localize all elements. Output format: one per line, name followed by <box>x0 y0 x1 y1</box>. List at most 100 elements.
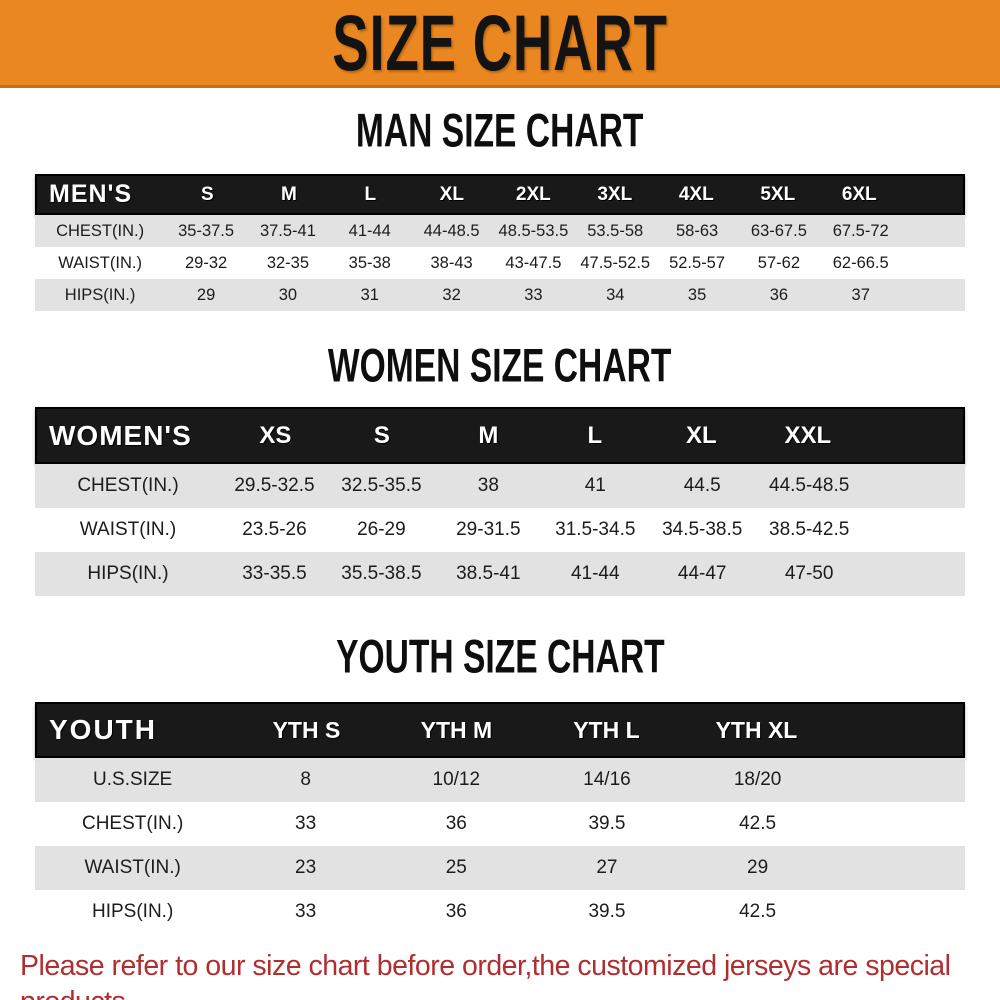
size-column-header: YTH XL <box>715 716 798 743</box>
measurement-value: 41-44 <box>570 563 620 584</box>
size-column-header: 4XL <box>678 183 714 205</box>
row-label: CHEST(IN.) <box>81 813 184 834</box>
measurement-value: 31.5-34.5 <box>555 519 636 540</box>
measurement-value: 43-47.5 <box>505 253 562 272</box>
table-body: U.S.SIZE 8 10/12 14/16 18/20 CHEST(IN.) 33 36 39… <box>35 758 965 934</box>
table-header-row: MEN'S S M L XL 2XL 3XL 4XL 5XL 6XL <box>35 174 965 215</box>
size-column-header: L <box>587 421 603 449</box>
table-header-row: YOUTH YTH S YTH M YTH L YTH XL <box>35 702 965 758</box>
table-row: CHEST(IN.) 35-37.5 37.5-41 41-44 44-48.5 48.5… <box>35 215 965 247</box>
row-label: CHEST(IN.) <box>77 475 179 496</box>
row-label: HIPS(IN.) <box>92 901 174 922</box>
measurement-value: 31 <box>360 285 379 304</box>
measurement-value: 62-66.5 <box>832 253 889 272</box>
measurement-value: 47.5-52.5 <box>580 253 651 272</box>
size-column-header: M <box>280 183 297 205</box>
measurement-value: 44.5 <box>683 475 721 496</box>
measurement-value: 58-63 <box>675 221 719 240</box>
measurement-value: 35.5-38.5 <box>341 563 422 584</box>
measurement-value: 27 <box>596 857 618 878</box>
measurement-value: 42.5 <box>739 901 777 922</box>
table-group-label: MEN'S <box>49 180 133 208</box>
youth-size-table: YOUTH YTH S YTH M YTH L YTH XL U.S.SIZE 8 10/12… <box>35 702 965 934</box>
measurement-value: 35-37.5 <box>178 221 235 240</box>
size-column-header: 6XL <box>841 183 877 205</box>
measurement-value: 32-35 <box>266 253 310 272</box>
row-label: WAIST(IN.) <box>79 519 177 540</box>
measurement-value: 32.5-35.5 <box>341 475 422 496</box>
measurement-value: 29-31.5 <box>456 519 521 540</box>
table-row: HIPS(IN.) 29 30 31 32 33 34 35 36 37 <box>35 279 965 311</box>
measurement-value: 36 <box>769 285 789 304</box>
size-column-header: YTH M <box>420 716 493 743</box>
measurement-value: 44-48.5 <box>423 221 480 240</box>
table-row: U.S.SIZE 8 10/12 14/16 18/20 <box>35 758 965 802</box>
size-column-header: S <box>201 183 214 205</box>
measurement-value: 30 <box>278 285 298 304</box>
measurement-value: 48.5-53.5 <box>498 221 569 240</box>
table-group-label: WOMEN'S <box>49 419 192 451</box>
row-label: WAIST(IN.) <box>84 857 181 878</box>
size-column-header: XL <box>439 183 464 205</box>
measurement-value: 38-43 <box>430 253 473 272</box>
measurement-value: 39.5 <box>588 813 626 834</box>
row-label: U.S.SIZE <box>93 769 173 790</box>
measurement-value: 35-38 <box>348 253 391 272</box>
measurement-value: 33 <box>295 901 317 922</box>
row-label: CHEST(IN.) <box>56 221 145 240</box>
women-section-heading: WOMEN SIZE CHART <box>0 342 1000 389</box>
size-column-header: XS <box>259 421 292 449</box>
row-label: WAIST(IN.) <box>58 253 142 272</box>
size-column-header: 3XL <box>597 183 633 205</box>
table-row: HIPS(IN.) 33 36 39.5 42.5 <box>35 890 965 934</box>
women-size-table: WOMEN'S XS S M L XL XXL CHEST(IN.) 29.5-32.5 32.5… <box>35 407 965 596</box>
measurement-value: 35 <box>687 285 707 304</box>
measurement-value: 26-29 <box>357 519 406 540</box>
measurement-value: 47-50 <box>784 563 834 584</box>
disclaimer-line-1: Please refer to our size chart before or… <box>20 950 951 1000</box>
row-label: HIPS(IN.) <box>87 563 169 584</box>
size-column-header: 2XL <box>515 183 551 205</box>
banner-title: SIZE CHART <box>332 0 668 87</box>
table-row: CHEST(IN.) 29.5-32.5 32.5-35.5 38 41 44.5 44.5… <box>35 464 965 508</box>
measurement-value: 36 <box>445 901 467 922</box>
measurement-value: 57-62 <box>757 253 800 272</box>
measurement-value: 53.5-58 <box>587 221 644 240</box>
measurement-value: 23.5-26 <box>242 519 307 540</box>
measurement-value: 37 <box>851 285 870 304</box>
measurement-value: 63-67.5 <box>750 221 807 240</box>
measurement-value: 23 <box>295 857 317 878</box>
youth-section-heading-text: YOUTH SIZE CHART <box>335 630 665 683</box>
measurement-value: 37.5-41 <box>259 221 316 240</box>
measurement-value: 67.5-72 <box>832 221 889 240</box>
table-row: WAIST(IN.) 23 25 27 29 <box>35 846 965 890</box>
measurement-value: 8 <box>300 769 311 790</box>
measurement-value: 41 <box>584 475 606 496</box>
table-row: CHEST(IN.) 33 36 39.5 42.5 <box>35 802 965 846</box>
size-column-header: M <box>478 421 499 449</box>
measurement-value: 29.5-32.5 <box>234 475 315 496</box>
size-column-header: XL <box>686 421 717 449</box>
measurement-value: 39.5 <box>588 901 626 922</box>
size-column-header: YTH L <box>573 716 640 743</box>
measurement-value: 33-35.5 <box>242 563 307 584</box>
measurement-value: 44-47 <box>677 563 727 584</box>
measurement-value: 41-44 <box>348 221 391 240</box>
men-section-heading-text: MAN SIZE CHART <box>356 104 644 157</box>
measurement-value: 33 <box>524 285 543 304</box>
row-label: HIPS(IN.) <box>64 285 136 304</box>
banner: SIZE CHART <box>0 0 1000 88</box>
table-body: CHEST(IN.) 29.5-32.5 32.5-35.5 38 41 44.5 44.5… <box>35 464 965 596</box>
measurement-value: 33 <box>295 813 317 834</box>
measurement-value: 29 <box>196 285 216 304</box>
measurement-value: 42.5 <box>739 813 777 834</box>
size-column-header: L <box>364 183 377 205</box>
measurement-value: 38.5-41 <box>456 563 521 584</box>
table-header-row: WOMEN'S XS S M L XL XXL <box>35 407 965 464</box>
size-column-header: YTH S <box>272 716 341 743</box>
measurement-value: 29-32 <box>185 253 228 272</box>
measurement-value: 34.5-38.5 <box>662 519 743 540</box>
measurement-value: 52.5-57 <box>669 253 726 272</box>
measurement-value: 29 <box>747 857 769 878</box>
